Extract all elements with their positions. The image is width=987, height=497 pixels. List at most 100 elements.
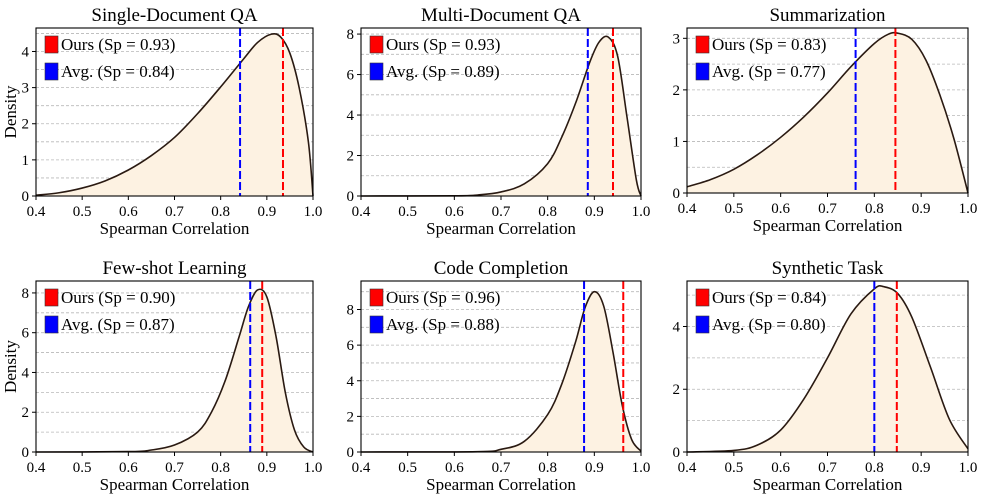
x-tick-label: 0.7 bbox=[165, 460, 184, 476]
density-area bbox=[36, 289, 313, 452]
x-tick-label: 0.7 bbox=[492, 460, 511, 476]
density-area bbox=[687, 285, 968, 452]
x-tick-label: 0.7 bbox=[492, 204, 511, 220]
legend-label-ours: Ours (Sp = 0.96) bbox=[386, 288, 500, 307]
y-tick-label: 2 bbox=[673, 83, 681, 99]
legend-swatch-ours bbox=[695, 288, 710, 307]
x-tick-label: 0.4 bbox=[352, 460, 371, 476]
legend-swatch-avg bbox=[369, 315, 384, 334]
density-area bbox=[361, 291, 641, 452]
legend-label-avg: Avg. (Sp = 0.80) bbox=[712, 315, 826, 334]
legend-swatch-avg bbox=[695, 62, 710, 81]
x-axis-label: Spearman Correlation bbox=[426, 475, 576, 494]
x-tick-label: 0.8 bbox=[211, 204, 230, 220]
x-tick-label: 0.9 bbox=[585, 204, 604, 220]
y-tick-label: 0 bbox=[22, 445, 30, 461]
x-axis-label: Spearman Correlation bbox=[753, 475, 903, 494]
y-tick-label: 2 bbox=[22, 405, 30, 421]
legend-swatch-ours bbox=[369, 288, 384, 307]
x-tick-label: 0.6 bbox=[771, 201, 790, 217]
x-tick-label: 0.4 bbox=[678, 460, 697, 476]
x-tick-label: 0.9 bbox=[257, 204, 276, 220]
y-tick-label: 3 bbox=[22, 81, 30, 97]
x-tick-label: 0.9 bbox=[912, 201, 931, 217]
y-tick-label: 0 bbox=[347, 445, 355, 461]
x-tick-label: 0.6 bbox=[119, 204, 138, 220]
y-tick-label: 8 bbox=[347, 27, 355, 43]
legend-swatch-ours bbox=[44, 35, 59, 54]
x-tick-label: 1.0 bbox=[304, 204, 323, 220]
density-area bbox=[361, 36, 641, 196]
y-tick-label: 8 bbox=[22, 286, 30, 302]
x-axis-label: Spearman Correlation bbox=[753, 216, 903, 235]
legend-swatch-ours bbox=[44, 288, 59, 307]
y-tick-label: 0 bbox=[673, 186, 681, 202]
legend-label-ours: Ours (Sp = 0.93) bbox=[61, 35, 175, 54]
x-axis-label: Spearman Correlation bbox=[426, 219, 576, 238]
x-tick-label: 1.0 bbox=[959, 201, 978, 217]
legend-label-avg: Avg. (Sp = 0.77) bbox=[712, 62, 826, 81]
x-tick-label: 0.9 bbox=[257, 460, 276, 476]
x-tick-label: 0.8 bbox=[538, 204, 557, 220]
density-area bbox=[36, 33, 313, 196]
y-tick-label: 4 bbox=[347, 108, 355, 124]
y-tick-label: 4 bbox=[347, 374, 355, 390]
legend-label-ours: Ours (Sp = 0.84) bbox=[712, 288, 826, 307]
y-tick-label: 6 bbox=[22, 326, 30, 342]
x-tick-label: 0.5 bbox=[73, 460, 92, 476]
x-tick-label: 0.7 bbox=[818, 201, 837, 217]
legend-label-avg: Avg. (Sp = 0.89) bbox=[386, 62, 500, 81]
legend-label-avg: Avg. (Sp = 0.84) bbox=[61, 62, 175, 81]
density-area bbox=[687, 32, 968, 193]
x-tick-label: 0.5 bbox=[398, 460, 417, 476]
panel-title: Multi-Document QA bbox=[421, 5, 581, 26]
legend-swatch-avg bbox=[369, 62, 384, 81]
x-tick-label: 0.5 bbox=[724, 201, 743, 217]
x-tick-label: 0.5 bbox=[724, 460, 743, 476]
y-tick-label: 0 bbox=[22, 189, 30, 205]
y-tick-label: 4 bbox=[22, 365, 30, 381]
legend-swatch-avg bbox=[695, 315, 710, 334]
x-tick-label: 0.4 bbox=[352, 204, 371, 220]
panel-3: 0.4 0.5 0.6 0.7 0.8 0.9 1.0 0 1 2 3 Summarization Sp… bbox=[673, 5, 978, 235]
x-tick-label: 0.8 bbox=[865, 201, 884, 217]
legend-label-ours: Ours (Sp = 0.83) bbox=[712, 35, 826, 54]
y-tick-label: 2 bbox=[347, 409, 355, 425]
x-axis-label: Spearman Correlation bbox=[100, 475, 250, 494]
y-tick-label: 8 bbox=[347, 303, 355, 319]
x-tick-label: 0.6 bbox=[771, 460, 790, 476]
legend-swatch-ours bbox=[369, 35, 384, 54]
x-tick-label: 0.9 bbox=[585, 460, 604, 476]
x-tick-label: 0.7 bbox=[165, 204, 184, 220]
legend-swatch-ours bbox=[695, 35, 710, 54]
y-axis-label: Density bbox=[1, 85, 20, 138]
y-tick-label: 2 bbox=[347, 149, 355, 165]
panel-title: Few-shot Learning bbox=[102, 258, 247, 279]
panel-6: 0.4 0.5 0.6 0.7 0.8 0.9 1.0 0 2 4 Synthetic Task Sp… bbox=[673, 258, 978, 494]
legend-label-avg: Avg. (Sp = 0.87) bbox=[61, 315, 175, 334]
y-tick-label: 2 bbox=[673, 382, 681, 398]
x-tick-label: 1.0 bbox=[304, 460, 323, 476]
density-curve bbox=[35, 288, 314, 453]
panel-2: 0.4 0.5 0.6 0.7 0.8 0.9 1.0 0 2 4 6 8 Multi-Document… bbox=[347, 5, 651, 238]
x-tick-label: 0.8 bbox=[865, 460, 884, 476]
y-tick-label: 2 bbox=[22, 117, 30, 133]
y-tick-label: 1 bbox=[22, 153, 30, 169]
panel-title: Code Completion bbox=[434, 258, 569, 279]
x-tick-label: 1.0 bbox=[959, 460, 978, 476]
y-tick-label: 1 bbox=[673, 134, 681, 150]
y-tick-label: 0 bbox=[347, 189, 355, 205]
x-tick-label: 0.7 bbox=[818, 460, 837, 476]
legend-swatch-avg bbox=[44, 62, 59, 81]
panel-5: 0.4 0.5 0.6 0.7 0.8 0.9 1.0 0 2 4 6 8 Code Completio… bbox=[347, 258, 651, 494]
x-tick-label: 0.8 bbox=[538, 460, 557, 476]
legend-label-ours: Ours (Sp = 0.93) bbox=[386, 35, 500, 54]
y-tick-label: 6 bbox=[347, 68, 355, 84]
x-tick-label: 0.4 bbox=[678, 201, 697, 217]
x-tick-label: 0.4 bbox=[27, 204, 46, 220]
legend-swatch-avg bbox=[44, 315, 59, 334]
density-curve bbox=[360, 35, 642, 197]
density-curve bbox=[360, 290, 642, 453]
panel-title: Single-Document QA bbox=[91, 5, 258, 26]
x-tick-label: 1.0 bbox=[632, 460, 651, 476]
